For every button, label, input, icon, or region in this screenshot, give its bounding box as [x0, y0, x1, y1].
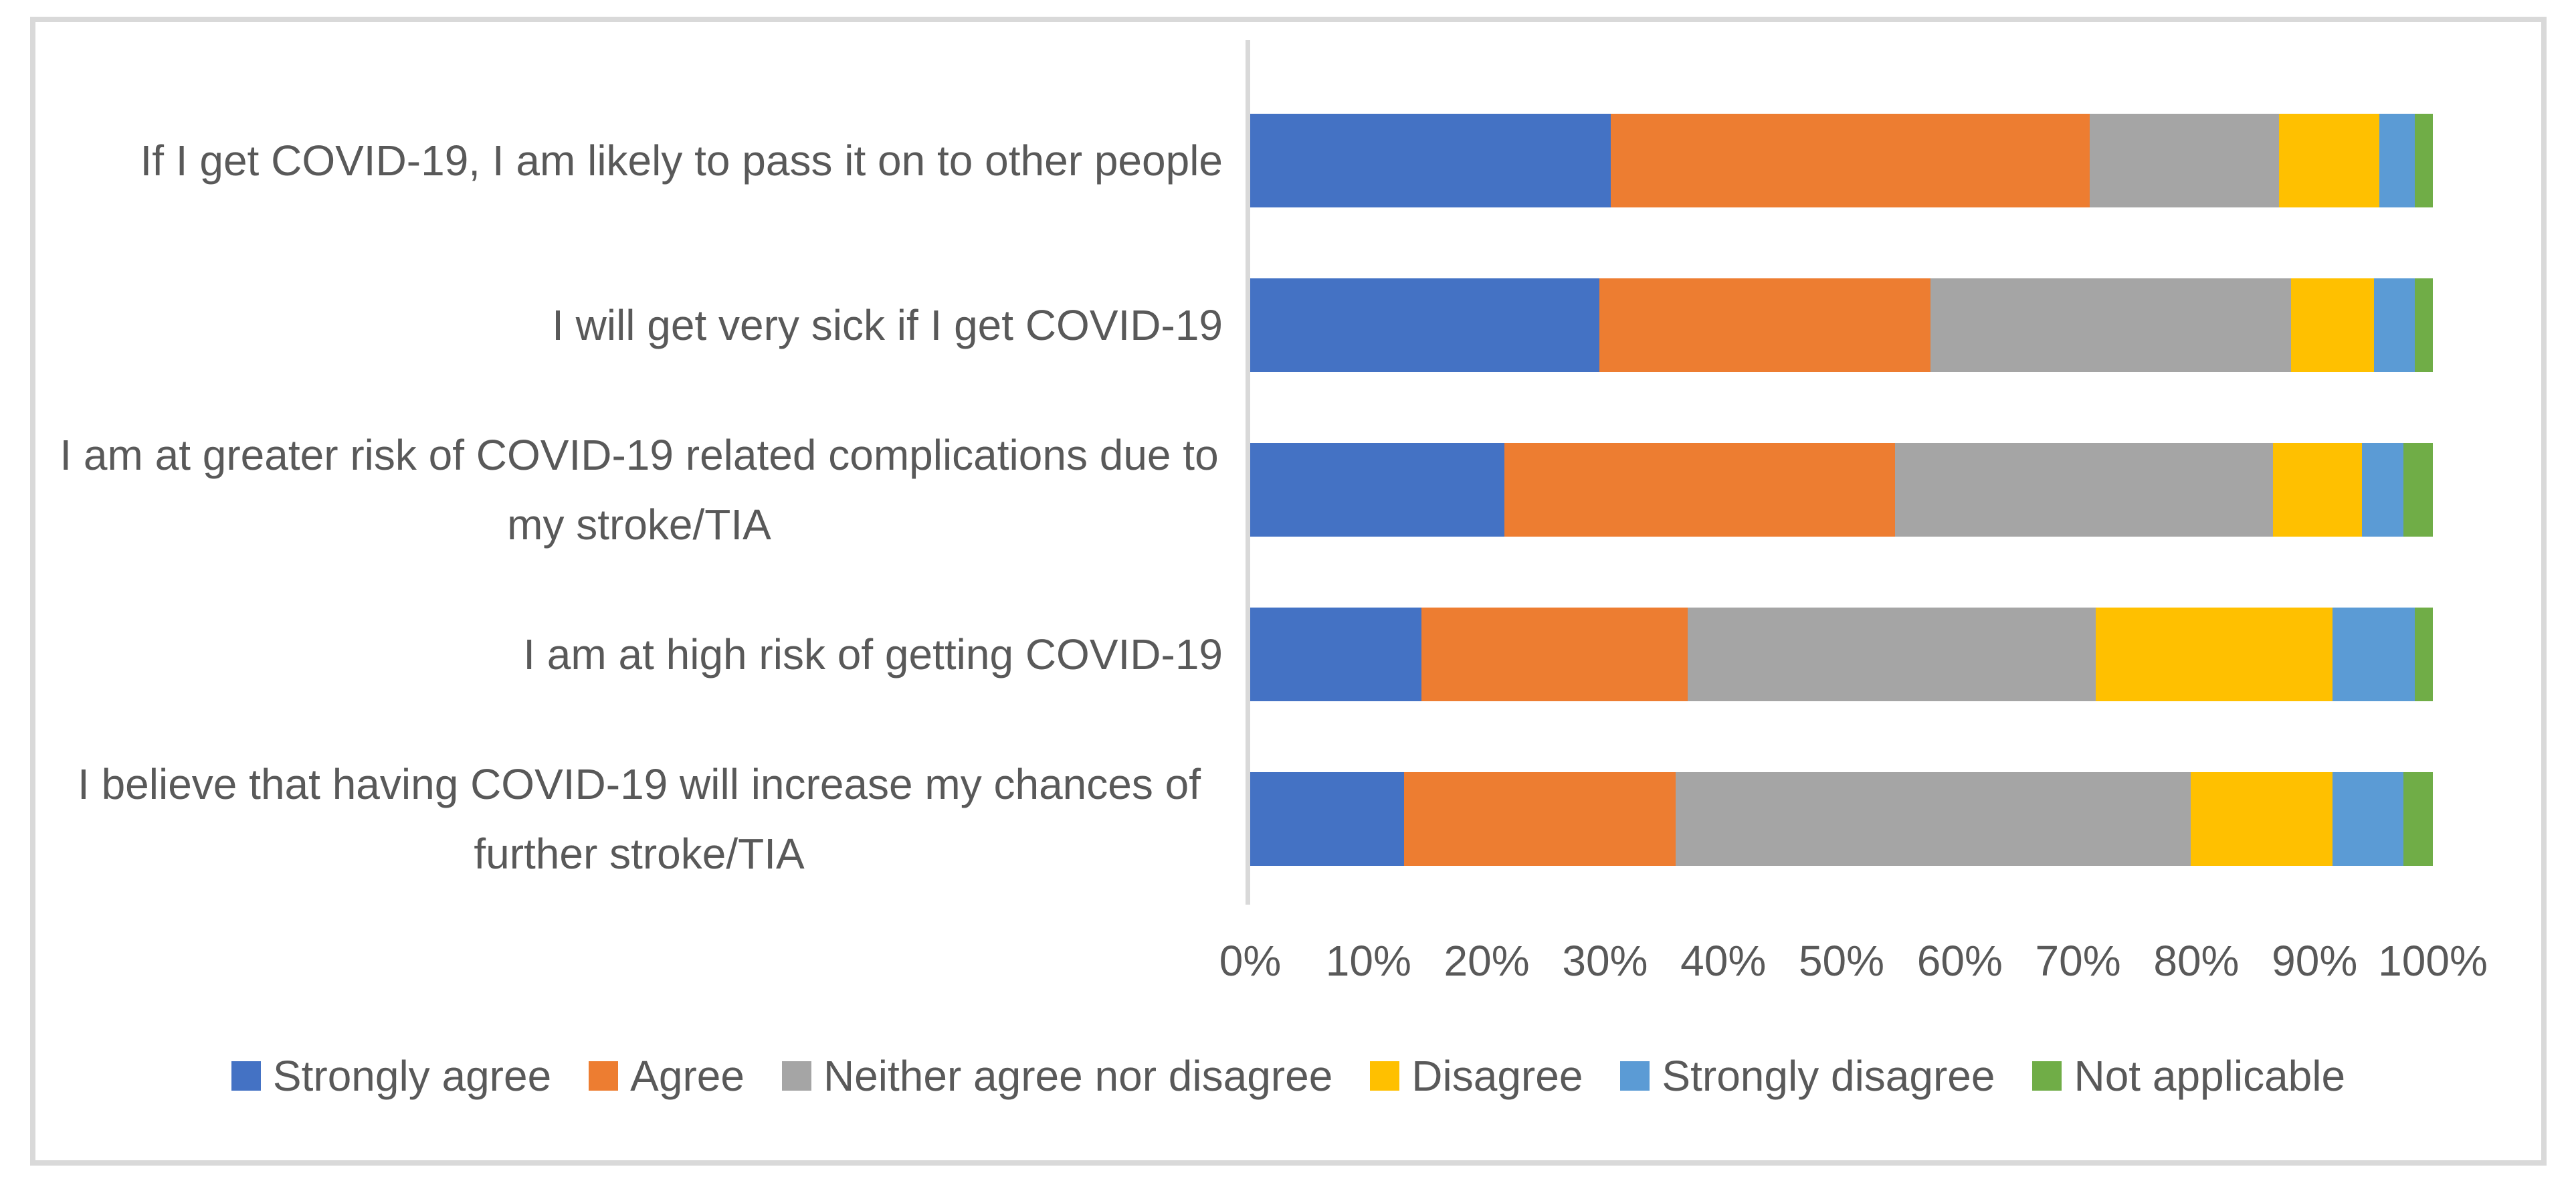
bar-segment-strongly-agree [1250, 608, 1422, 701]
x-axis-tick-label: 20% [1444, 937, 1530, 985]
bar-segment-agree [1403, 772, 1676, 866]
legend-item-neither-agree-nor-disagree: Neither agree nor disagree [781, 1052, 1333, 1100]
bar-segment-not-applicable [2415, 114, 2433, 207]
bar-segment-disagree [2279, 114, 2380, 207]
bar-segment-neither-agree-nor-disagree [1688, 608, 2096, 701]
x-axis-tick-label: 60% [1916, 937, 2003, 985]
x-axis-tick-label: 100% [2378, 937, 2488, 985]
category-label: I believe that having COVID-19 will incr… [56, 749, 1223, 889]
bar-segment-disagree [2273, 443, 2362, 537]
legend-item-not-applicable: Not applicable [2032, 1052, 2345, 1100]
x-axis-tick-label: 30% [1562, 937, 1648, 985]
bar-segment-strongly-disagree [2361, 443, 2403, 537]
x-axis-tick-label: 50% [1798, 937, 1885, 985]
legend-swatch-icon [2032, 1061, 2062, 1091]
bar-segment-neither-agree-nor-disagree [2090, 114, 2280, 207]
x-axis-tick-label: 70% [2035, 937, 2121, 985]
bar-segment-strongly-disagree [2373, 278, 2415, 372]
x-axis-tick-label: 90% [2272, 937, 2358, 985]
bar-segment-strongly-agree [1250, 278, 1599, 372]
legend-item-agree: Agree [589, 1052, 745, 1100]
category-label-text: I believe that having COVID-19 will incr… [78, 760, 1201, 878]
bar-segment-agree [1599, 278, 1930, 372]
legend-item-strongly-agree: Strongly agree [231, 1052, 551, 1100]
bar-segment-disagree [2096, 608, 2333, 701]
bar-segment-strongly-agree [1250, 772, 1404, 866]
bar-segment-agree [1504, 443, 1895, 537]
bar-segment-strongly-disagree [2332, 608, 2415, 701]
x-axis-tick-label: 10% [1325, 937, 1411, 985]
bar-segment-disagree [2290, 278, 2374, 372]
legend-item-disagree: Disagree [1370, 1052, 1583, 1100]
legend: Strongly agree Agree Neither agree nor dis… [31, 1042, 2546, 1109]
category-label-text: I am at high risk of getting COVID-19 [523, 630, 1223, 678]
bar-segment-not-applicable [2415, 278, 2433, 372]
legend-swatch-icon [1620, 1061, 1650, 1091]
x-axis-tick-label: 80% [2153, 937, 2240, 985]
category-label: I am at high risk of getting COVID-19 [56, 620, 1223, 689]
legend-label: Strongly disagree [1662, 1052, 1995, 1100]
legend-item-strongly-disagree: Strongly disagree [1620, 1052, 1995, 1100]
legend-swatch-icon [1370, 1061, 1400, 1091]
legend-label: Strongly agree [272, 1052, 552, 1100]
bar-segment-strongly-disagree [2379, 114, 2415, 207]
legend-swatch-icon [589, 1061, 619, 1091]
bar-segment-not-applicable [2415, 608, 2433, 701]
x-axis-tick-label: 40% [1680, 937, 1767, 985]
legend-swatch-icon [231, 1061, 261, 1091]
bar-segment-neither-agree-nor-disagree [1676, 772, 2191, 866]
bar-segment-not-applicable [2403, 772, 2433, 866]
bar-segment-disagree [2190, 772, 2333, 866]
category-label-text: If I get COVID-19, I am likely to pass i… [140, 136, 1223, 185]
category-label: I will get very sick if I get COVID-19 [56, 290, 1223, 360]
legend-label: Neither agree nor disagree [823, 1052, 1333, 1100]
bar-segment-neither-agree-nor-disagree [1930, 278, 2291, 372]
bar-segment-strongly-disagree [2332, 772, 2403, 866]
bar-segment-agree [1611, 114, 2090, 207]
bar-segment-not-applicable [2403, 443, 2433, 537]
category-label: If I get COVID-19, I am likely to pass i… [56, 126, 1223, 195]
bar-segment-agree [1421, 608, 1688, 701]
legend-swatch-icon [781, 1061, 811, 1091]
x-axis-tick-label: 0% [1219, 937, 1282, 985]
category-label-text: I am at greater risk of COVID-19 related… [60, 431, 1219, 549]
category-label-text: I will get very sick if I get COVID-19 [552, 301, 1223, 349]
legend-label: Not applicable [2074, 1052, 2346, 1100]
chart-border [30, 17, 2547, 1166]
bar-segment-strongly-agree [1250, 114, 1611, 207]
bar-segment-neither-agree-nor-disagree [1894, 443, 2274, 537]
bar-segment-strongly-agree [1250, 443, 1505, 537]
legend-label: Agree [630, 1052, 745, 1100]
legend-label: Disagree [1411, 1052, 1583, 1100]
category-label: I am at greater risk of COVID-19 related… [56, 420, 1223, 559]
y-axis-line [1246, 40, 1250, 905]
